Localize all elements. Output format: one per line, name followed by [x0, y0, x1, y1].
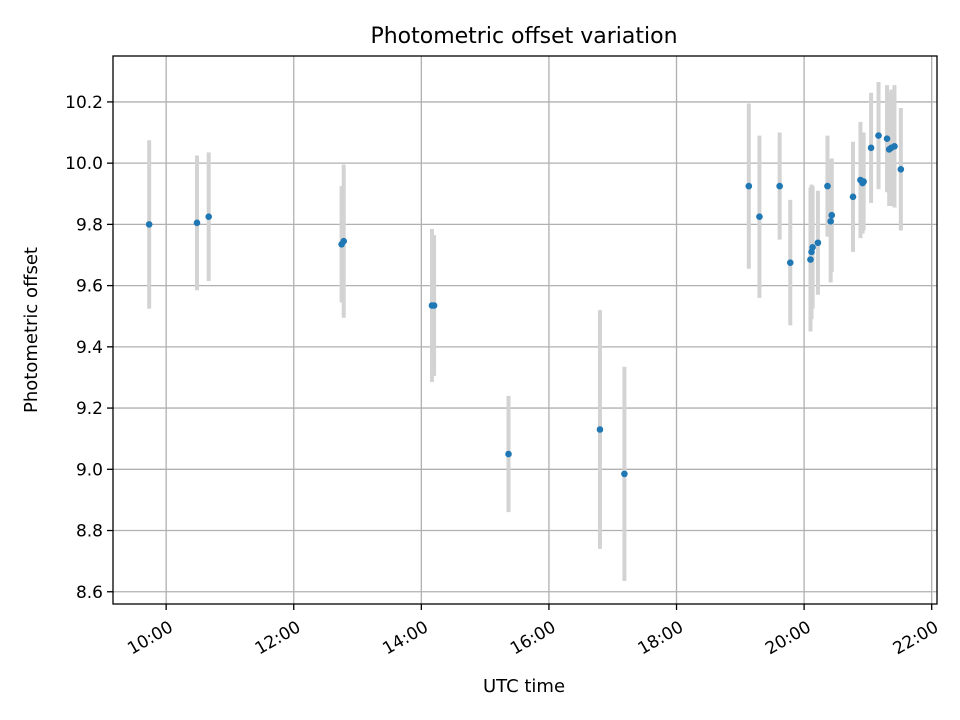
y-tick-label: 8.6	[76, 583, 103, 603]
x-tick-label: 22:00	[890, 617, 942, 659]
data-point	[824, 182, 831, 190]
x-tick-label: 20:00	[762, 617, 814, 659]
data-point	[814, 239, 822, 247]
data-point	[786, 259, 794, 266]
data-point	[340, 237, 348, 245]
x-tick-label: 12:00	[252, 617, 304, 659]
data-points	[145, 132, 905, 478]
data-point	[809, 244, 816, 251]
y-tick-label: 9.8	[76, 215, 103, 235]
data-point	[621, 470, 628, 478]
data-point	[745, 182, 753, 190]
x-tick-label: 16:00	[507, 617, 559, 659]
data-point	[776, 182, 783, 190]
data-point	[596, 426, 604, 433]
y-tick-label: 9.0	[76, 460, 103, 480]
data-point	[193, 219, 201, 227]
data-point	[883, 135, 891, 142]
y-tick-label: 10.2	[65, 93, 103, 113]
x-axis-ticks: 10:00 12:00 14:00 16:00 18:00 20:00 22:00	[124, 604, 942, 659]
y-tick-label: 9.4	[76, 338, 103, 358]
y-tick-label: 9.2	[76, 399, 103, 419]
data-point	[867, 144, 875, 152]
data-point	[145, 221, 153, 228]
error-bars	[147, 82, 903, 582]
y-axis-ticks: 8.6 8.8 9.0 9.2 9.4 9.6 9.8 10.0 10.2	[65, 93, 113, 603]
plot-frame	[112, 55, 938, 605]
y-tick-label: 10.0	[65, 154, 103, 174]
x-tick-label: 14:00	[379, 617, 431, 659]
data-point	[505, 450, 512, 458]
x-tick-label: 18:00	[635, 617, 687, 659]
data-point	[756, 213, 763, 221]
grid-lines	[113, 56, 937, 604]
x-tick-label: 10:00	[124, 617, 176, 659]
y-tick-label: 8.8	[76, 522, 103, 542]
data-point	[860, 178, 867, 185]
data-point	[205, 213, 212, 221]
data-point	[891, 143, 898, 150]
data-point	[807, 256, 814, 263]
data-point	[875, 132, 882, 139]
data-point	[827, 218, 834, 225]
data-point	[828, 211, 836, 219]
data-point	[430, 302, 438, 309]
x-axis-label: UTC time	[483, 676, 565, 697]
chart-title: Photometric offset variation	[370, 24, 677, 49]
data-point	[897, 165, 905, 173]
data-point	[849, 193, 857, 201]
y-axis-label: Photometric offset	[21, 247, 42, 413]
y-tick-label: 9.6	[76, 277, 103, 297]
